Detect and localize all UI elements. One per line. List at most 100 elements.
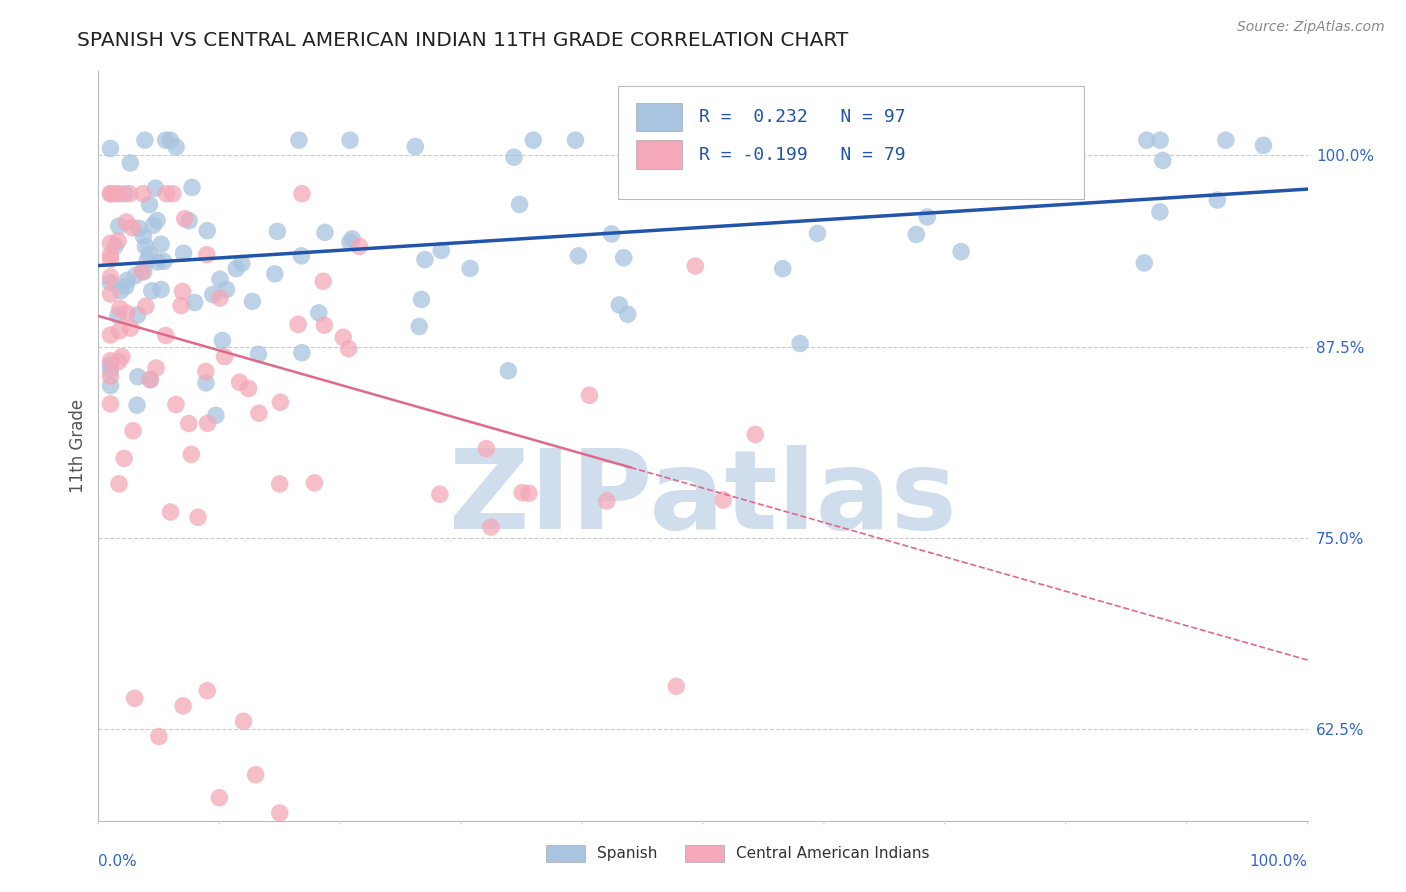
Point — [201, 287, 224, 301]
Point — [100, 358, 122, 372]
Point — [150, 283, 173, 297]
Point — [291, 345, 314, 359]
Point — [114, 279, 136, 293]
Point — [110, 284, 132, 298]
Point — [115, 273, 138, 287]
Point — [1149, 133, 1171, 147]
Point — [567, 249, 589, 263]
Point — [413, 252, 436, 267]
Text: R = -0.199   N = 79: R = -0.199 N = 79 — [699, 145, 905, 163]
Bar — [637, 103, 682, 131]
Point — [247, 406, 270, 420]
Point — [187, 510, 209, 524]
Point — [159, 505, 181, 519]
Point — [150, 237, 173, 252]
Point — [263, 267, 285, 281]
Point — [132, 229, 155, 244]
Point — [100, 236, 122, 251]
Point — [162, 186, 184, 201]
Point — [180, 447, 202, 461]
Point — [120, 156, 142, 170]
Point — [287, 318, 309, 332]
Point — [291, 186, 314, 201]
Point — [195, 224, 218, 238]
Point — [613, 251, 636, 265]
Point — [134, 239, 156, 253]
Point — [208, 272, 231, 286]
Point — [177, 213, 200, 227]
Point — [145, 181, 167, 195]
Point — [337, 342, 360, 356]
Point — [100, 141, 122, 155]
Point — [896, 178, 918, 193]
Point — [100, 363, 122, 377]
Point — [475, 442, 498, 456]
Point — [108, 186, 131, 201]
Point — [127, 308, 149, 322]
Point — [111, 350, 134, 364]
Point — [118, 186, 141, 201]
Point — [107, 309, 129, 323]
Point — [148, 730, 170, 744]
Point — [522, 133, 544, 147]
Point — [510, 485, 533, 500]
Point — [146, 213, 169, 227]
Point — [127, 369, 149, 384]
Point — [100, 269, 122, 284]
Point — [339, 235, 361, 249]
Point — [138, 197, 160, 211]
Point — [596, 494, 619, 508]
Point — [181, 180, 204, 194]
Point — [247, 347, 270, 361]
Y-axis label: 11th Grade: 11th Grade — [69, 399, 87, 493]
Point — [872, 147, 894, 161]
Point — [905, 227, 928, 242]
Bar — [546, 846, 585, 862]
Point — [165, 398, 187, 412]
Point — [131, 264, 153, 278]
Point — [120, 321, 142, 335]
Point — [339, 133, 361, 147]
Point — [194, 364, 217, 378]
Point — [503, 150, 526, 164]
Point — [115, 215, 138, 229]
Point — [172, 285, 194, 299]
Point — [245, 768, 267, 782]
Point — [1133, 256, 1156, 270]
Point — [124, 691, 146, 706]
Text: SPANISH VS CENTRAL AMERICAN INDIAN 11TH GRADE CORRELATION CHART: SPANISH VS CENTRAL AMERICAN INDIAN 11TH … — [77, 31, 849, 50]
Point — [107, 234, 129, 248]
Point — [125, 398, 148, 412]
Point — [100, 328, 122, 343]
Point — [100, 369, 122, 384]
Point — [430, 244, 453, 258]
Point — [139, 372, 162, 386]
Point — [100, 186, 122, 201]
Point — [269, 395, 291, 409]
Point — [242, 294, 264, 309]
Point — [159, 133, 181, 147]
Text: Spanish: Spanish — [596, 847, 657, 861]
Point — [155, 133, 177, 147]
Point — [349, 239, 371, 253]
Point — [194, 376, 217, 390]
Point — [711, 492, 734, 507]
Point — [820, 161, 842, 176]
Point — [578, 388, 600, 402]
Point — [100, 186, 122, 201]
Point — [290, 249, 312, 263]
Point — [142, 219, 165, 233]
Point — [288, 133, 311, 147]
Text: Central American Indians: Central American Indians — [735, 847, 929, 861]
Point — [404, 139, 426, 153]
Point — [100, 353, 122, 368]
Point — [340, 232, 363, 246]
Text: ZIPatlas: ZIPatlas — [449, 445, 957, 552]
Point — [155, 186, 177, 201]
Point — [228, 376, 250, 390]
Point — [231, 256, 253, 270]
Point — [232, 714, 254, 729]
Point — [105, 186, 128, 201]
Point — [308, 306, 330, 320]
Point — [138, 247, 160, 261]
